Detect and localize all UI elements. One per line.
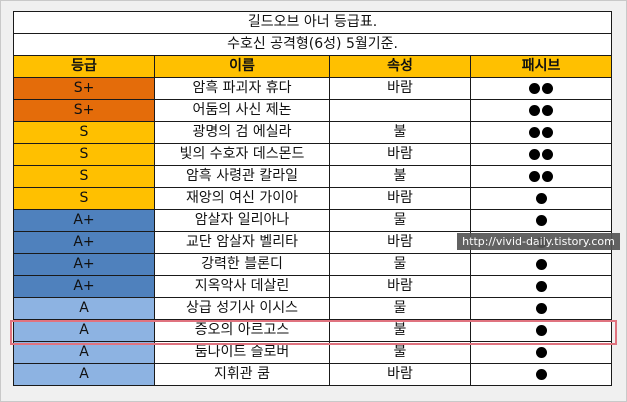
header-row: 등급 이름 속성 패시브 <box>13 55 613 78</box>
passive-dot-icon <box>529 170 541 182</box>
table-row: S+ 암흑 파괴자 휴다 바람 <box>13 77 613 100</box>
grade-cell: S+ <box>13 77 155 100</box>
passive-cell <box>469 209 613 232</box>
name-cell: 어둠의 사신 제논 <box>154 99 330 122</box>
passive-cell <box>469 341 613 364</box>
name-cell: 암흑 사령관 칼라일 <box>154 165 330 188</box>
passive-dot-icon <box>542 126 554 138</box>
table-row: S+ 어둠의 사신 제논 <box>13 99 613 122</box>
passive-dot-icon <box>535 368 547 380</box>
passive-cell <box>469 363 613 386</box>
passive-dot-icon <box>542 82 554 94</box>
attribute-cell: 불 <box>329 165 471 188</box>
table-row: A+ 지옥악사 데살린 바람 <box>13 275 613 298</box>
grade-cell: S <box>13 143 155 166</box>
passive-cell <box>469 275 613 298</box>
table-row: S 암흑 사령관 칼라일 불 <box>13 165 613 188</box>
header-attribute: 속성 <box>329 55 471 78</box>
grade-cell: S <box>13 187 155 210</box>
passive-dot-icon <box>542 148 554 160</box>
name-cell: 강력한 블론디 <box>154 253 330 276</box>
passive-dot-icon <box>542 104 554 116</box>
passive-cell <box>469 165 613 188</box>
table-row: S 광명의 검 에실라 불 <box>13 121 613 144</box>
attribute-cell: 바람 <box>329 77 471 100</box>
passive-cell <box>469 253 613 276</box>
table-row: A+ 강력한 블론디 물 <box>13 253 613 276</box>
attribute-cell: 바람 <box>329 275 471 298</box>
name-cell: 광명의 검 에실라 <box>154 121 330 144</box>
attribute-cell: 물 <box>329 297 471 320</box>
passive-dot-icon <box>529 104 541 116</box>
grade-table: 길드오브 아너 등급표. 수호신 공격형(6성) 5월기준. 등급 이름 속성 … <box>12 11 613 386</box>
grade-cell: A <box>13 297 155 320</box>
table-title: 길드오브 아너 등급표. <box>12 11 613 34</box>
passive-cell <box>469 99 613 122</box>
passive-cell <box>469 187 613 210</box>
table-row: A 둠나이트 슬로버 불 <box>13 341 613 364</box>
passive-dot-icon <box>529 126 541 138</box>
grade-cell: A+ <box>13 209 155 232</box>
attribute-cell: 불 <box>329 319 471 342</box>
grade-cell: A <box>13 363 155 386</box>
table-subtitle: 수호신 공격형(6성) 5월기준. <box>12 33 613 56</box>
subtitle-row: 수호신 공격형(6성) 5월기준. <box>12 33 613 56</box>
name-cell: 지휘관 쿰 <box>154 363 330 386</box>
attribute-cell: 바람 <box>329 143 471 166</box>
table-row: A 증오의 아르고스 불 <box>13 319 613 342</box>
passive-dot-icon <box>542 170 554 182</box>
passive-dot-icon <box>529 82 541 94</box>
grade-cell: S <box>13 165 155 188</box>
attribute-cell <box>329 99 471 122</box>
title-row: 길드오브 아너 등급표. <box>12 11 613 34</box>
passive-dot-icon <box>529 148 541 160</box>
name-cell: 교단 암살자 벨리타 <box>154 231 330 254</box>
table-row: A 지휘관 쿰 바람 <box>13 363 613 386</box>
attribute-cell: 불 <box>329 121 471 144</box>
passive-dot-icon <box>535 346 547 358</box>
name-cell: 암살자 일리아나 <box>154 209 330 232</box>
attribute-cell: 물 <box>329 253 471 276</box>
passive-cell <box>469 297 613 320</box>
grade-cell: S+ <box>13 99 155 122</box>
attribute-cell: 바람 <box>329 363 471 386</box>
passive-dot-icon <box>535 214 547 226</box>
name-cell: 재앙의 여신 가이아 <box>154 187 330 210</box>
header-passive: 패시브 <box>469 55 613 78</box>
passive-dot-icon <box>535 258 547 270</box>
passive-cell <box>469 121 613 144</box>
passive-cell <box>469 77 613 100</box>
name-cell: 지옥악사 데살린 <box>154 275 330 298</box>
name-cell: 상급 성기사 이시스 <box>154 297 330 320</box>
name-cell: 증오의 아르고스 <box>154 319 330 342</box>
attribute-cell: 바람 <box>329 231 471 254</box>
passive-cell <box>469 319 613 342</box>
name-cell: 둠나이트 슬로버 <box>154 341 330 364</box>
attribute-cell: 물 <box>329 209 471 232</box>
table-row: S 빛의 수호자 데스몬드 바람 <box>13 143 613 166</box>
grade-cell: A+ <box>13 231 155 254</box>
grade-cell: A <box>13 319 155 342</box>
table-row: S 재앙의 여신 가이아 바람 <box>13 187 613 210</box>
attribute-cell: 바람 <box>329 187 471 210</box>
grade-cell: A+ <box>13 275 155 298</box>
passive-cell <box>469 143 613 166</box>
name-cell: 빛의 수호자 데스몬드 <box>154 143 330 166</box>
passive-dot-icon <box>535 280 547 292</box>
grade-cell: A+ <box>13 253 155 276</box>
name-cell: 암흑 파괴자 휴다 <box>154 77 330 100</box>
header-grade: 등급 <box>13 55 155 78</box>
attribute-cell: 불 <box>329 341 471 364</box>
watermark-url: http://vivid-daily.tistory.com <box>457 233 620 250</box>
grade-cell: A <box>13 341 155 364</box>
passive-dot-icon <box>535 302 547 314</box>
grade-cell: S <box>13 121 155 144</box>
table-row: A+ 암살자 일리아나 물 <box>13 209 613 232</box>
passive-dot-icon <box>535 324 547 336</box>
table-row: A 상급 성기사 이시스 물 <box>13 297 613 320</box>
passive-dot-icon <box>535 192 547 204</box>
header-name: 이름 <box>154 55 330 78</box>
